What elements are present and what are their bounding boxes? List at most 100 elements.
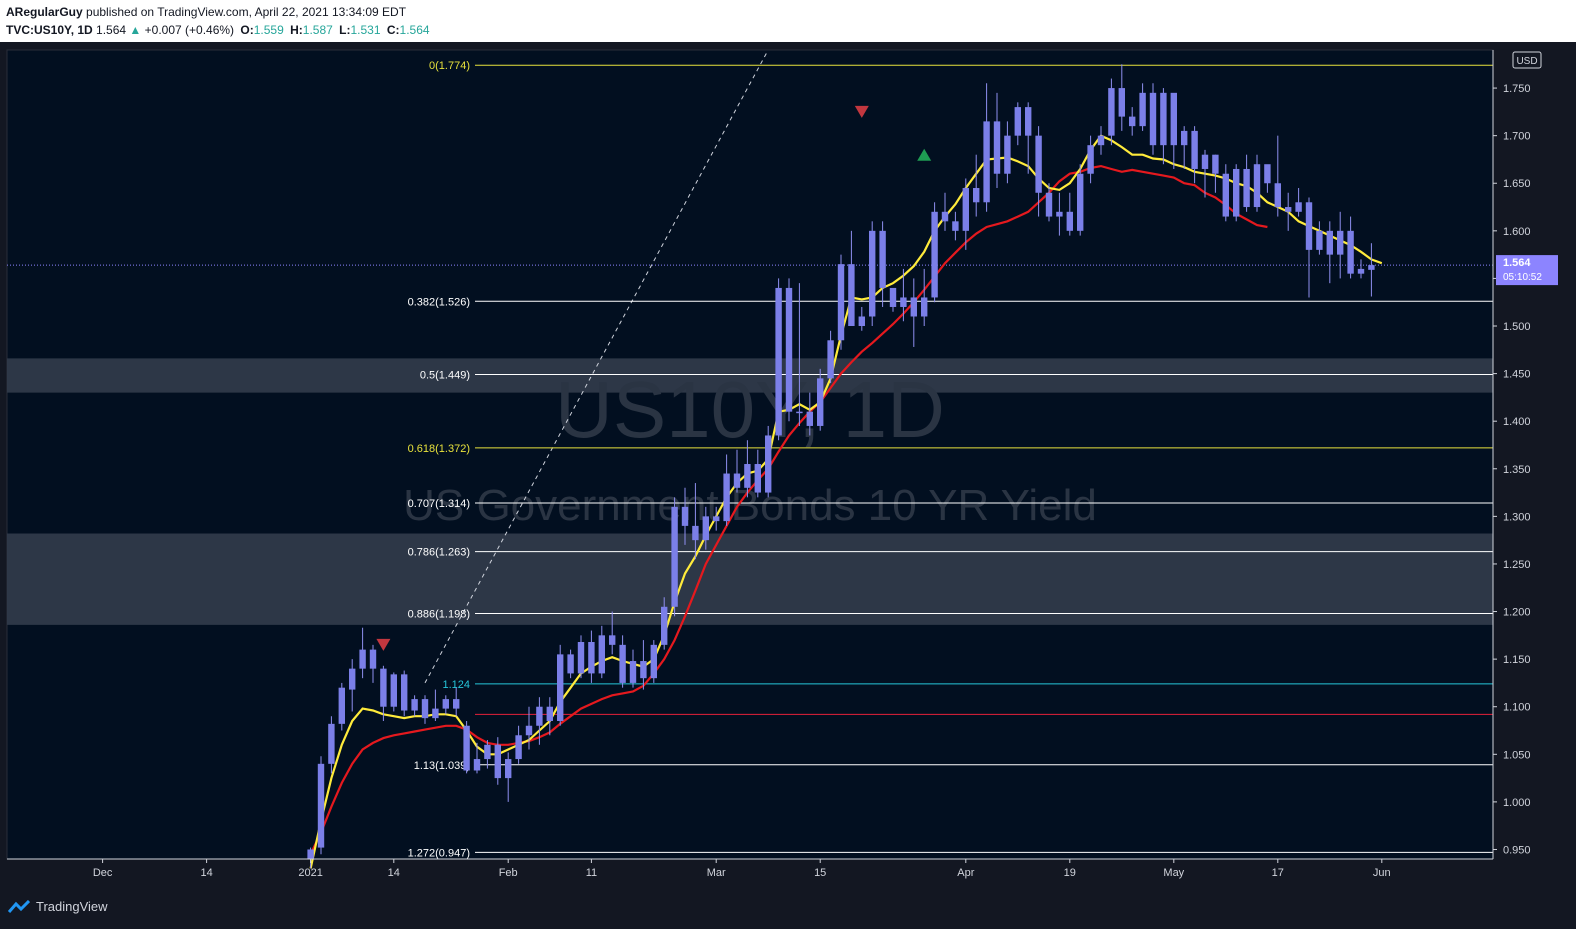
candle-body bbox=[650, 644, 657, 679]
candle-body bbox=[993, 121, 1001, 174]
currency-label: USD bbox=[1516, 56, 1537, 67]
candle-body bbox=[1191, 130, 1198, 169]
candle-body bbox=[713, 516, 720, 522]
candle-body bbox=[411, 699, 418, 711]
candle-body bbox=[380, 668, 387, 707]
candle-body bbox=[359, 649, 366, 669]
candle-body bbox=[1201, 154, 1209, 169]
price-axis-label: 1.150 bbox=[1503, 654, 1531, 666]
price-axis-label: 1.300 bbox=[1503, 511, 1531, 523]
candle-body bbox=[1337, 230, 1344, 255]
candle-body bbox=[879, 230, 886, 288]
symbol-label[interactable]: TVC:US10Y, 1D bbox=[6, 23, 93, 37]
buy-signal-icon bbox=[917, 148, 932, 161]
candle-body bbox=[1243, 168, 1250, 208]
candle-body bbox=[1066, 211, 1073, 231]
candle-body bbox=[931, 211, 938, 298]
candle-body bbox=[317, 763, 325, 848]
published-text: published on TradingView.com, April 22, … bbox=[86, 5, 407, 19]
footer: TradingView bbox=[0, 887, 1576, 929]
time-axis-label: 2021 bbox=[298, 867, 322, 879]
time-axis-label: 11 bbox=[586, 867, 597, 879]
fib-level-label: 0.5(1.449) bbox=[420, 370, 470, 382]
price-axis-label: 1.600 bbox=[1503, 226, 1531, 238]
candle-body bbox=[567, 654, 574, 674]
fib-level-label: 0.707(1.314) bbox=[408, 498, 470, 510]
candle-body bbox=[889, 287, 897, 307]
author-name[interactable]: ARegularGuy bbox=[6, 5, 83, 19]
candle-body bbox=[952, 221, 959, 231]
watermark-title: US10Y, 1D bbox=[555, 365, 945, 454]
candle-body bbox=[442, 699, 449, 709]
candle-body bbox=[505, 759, 512, 779]
tradingview-brand[interactable]: TradingView bbox=[8, 899, 108, 914]
candle-body bbox=[640, 661, 647, 679]
candle-body bbox=[744, 464, 751, 488]
candle-body bbox=[609, 635, 616, 645]
candle-body bbox=[1087, 145, 1094, 174]
candle-body bbox=[765, 435, 772, 493]
price-axis-label: 1.050 bbox=[1503, 749, 1531, 761]
time-axis-label: 15 bbox=[814, 867, 826, 879]
chart-header: ARegularGuy published on TradingView.com… bbox=[0, 0, 1576, 42]
candle-body bbox=[1149, 92, 1157, 146]
horizontal-line-label: 1.124 bbox=[442, 679, 470, 691]
candle-body bbox=[1222, 173, 1229, 217]
candle-body bbox=[1181, 130, 1188, 146]
candle-body bbox=[962, 188, 969, 231]
time-axis-label: 19 bbox=[1064, 867, 1076, 879]
candle-body bbox=[827, 340, 834, 379]
candle-body bbox=[1139, 92, 1146, 127]
candle-body bbox=[525, 725, 533, 736]
candle-body bbox=[1357, 268, 1365, 274]
candle-body bbox=[349, 668, 356, 690]
fib-level-label: 0.886(1.198) bbox=[408, 608, 470, 620]
price-change: +0.007 (+0.46%) bbox=[144, 23, 235, 37]
price-axis-label: 0.950 bbox=[1503, 844, 1531, 856]
candle-body bbox=[390, 674, 397, 707]
high-value: 1.587 bbox=[302, 23, 333, 37]
fib-level-label: 1.272(0.947) bbox=[408, 847, 470, 859]
time-axis-label: Feb bbox=[499, 867, 518, 879]
candle-body bbox=[671, 506, 678, 607]
candle-body bbox=[484, 744, 491, 760]
candle-body bbox=[702, 516, 709, 541]
fib-level-label: 1.13(1.039) bbox=[414, 760, 470, 772]
last-price-tag-value: 1.564 bbox=[1503, 257, 1531, 269]
price-axis-label: 1.250 bbox=[1503, 559, 1531, 571]
candle-body bbox=[1118, 88, 1125, 117]
candle-body bbox=[453, 699, 460, 709]
candle-body bbox=[1004, 135, 1011, 174]
candle-body bbox=[1014, 107, 1021, 136]
candle-body bbox=[723, 473, 730, 522]
candle-body bbox=[369, 649, 377, 669]
candle-body bbox=[661, 606, 668, 645]
candle-body bbox=[1326, 230, 1333, 255]
low-label: L: bbox=[339, 23, 351, 37]
time-axis-label: Apr bbox=[957, 867, 974, 879]
candle-body bbox=[1274, 183, 1281, 208]
candle-body bbox=[983, 121, 990, 203]
candle-body bbox=[973, 188, 980, 203]
candle-body bbox=[900, 297, 907, 307]
time-axis-label: Mar bbox=[707, 867, 726, 879]
time-axis-label: 14 bbox=[388, 867, 400, 879]
candle-body bbox=[1097, 135, 1105, 146]
candle-body bbox=[1368, 265, 1375, 270]
candle-body bbox=[598, 635, 605, 674]
candle-body bbox=[858, 316, 865, 327]
candle-body bbox=[681, 506, 689, 526]
candle-body bbox=[1212, 154, 1219, 174]
candle-body bbox=[1264, 164, 1271, 184]
chart-area[interactable]: US10Y, 1D US Government Bonds 10 YR Yield… bbox=[0, 42, 1576, 887]
fib-level-label: 0.618(1.372) bbox=[408, 443, 470, 455]
open-label: O: bbox=[240, 23, 254, 37]
candle-body bbox=[577, 641, 585, 674]
candle-body bbox=[588, 641, 595, 674]
candle-body bbox=[494, 744, 501, 779]
candle-body bbox=[921, 297, 928, 317]
candle-body bbox=[473, 759, 481, 771]
candle-body bbox=[401, 674, 408, 711]
sell-signal-icon bbox=[854, 105, 869, 118]
